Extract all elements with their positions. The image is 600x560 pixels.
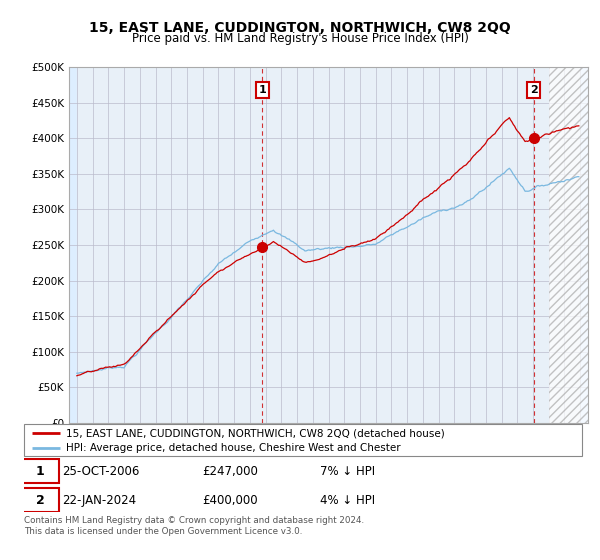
Text: 15, EAST LANE, CUDDINGTON, NORTHWICH, CW8 2QQ (detached house): 15, EAST LANE, CUDDINGTON, NORTHWICH, CW…: [66, 428, 445, 438]
Text: 7% ↓ HPI: 7% ↓ HPI: [320, 465, 375, 478]
Text: 4% ↓ HPI: 4% ↓ HPI: [320, 494, 375, 507]
Text: 2: 2: [530, 85, 538, 95]
Text: 1: 1: [36, 465, 44, 478]
Text: 25-OCT-2006: 25-OCT-2006: [62, 465, 139, 478]
Text: £247,000: £247,000: [203, 465, 259, 478]
Text: 1: 1: [259, 85, 266, 95]
Text: HPI: Average price, detached house, Cheshire West and Chester: HPI: Average price, detached house, Ches…: [66, 443, 400, 453]
Text: Contains HM Land Registry data © Crown copyright and database right 2024.
This d: Contains HM Land Registry data © Crown c…: [24, 516, 364, 536]
FancyBboxPatch shape: [21, 488, 59, 512]
Text: £400,000: £400,000: [203, 494, 258, 507]
FancyBboxPatch shape: [21, 459, 59, 483]
Text: Price paid vs. HM Land Registry's House Price Index (HPI): Price paid vs. HM Land Registry's House …: [131, 32, 469, 45]
Text: 15, EAST LANE, CUDDINGTON, NORTHWICH, CW8 2QQ: 15, EAST LANE, CUDDINGTON, NORTHWICH, CW…: [89, 21, 511, 35]
Text: 2: 2: [36, 494, 44, 507]
Text: 22-JAN-2024: 22-JAN-2024: [62, 494, 136, 507]
